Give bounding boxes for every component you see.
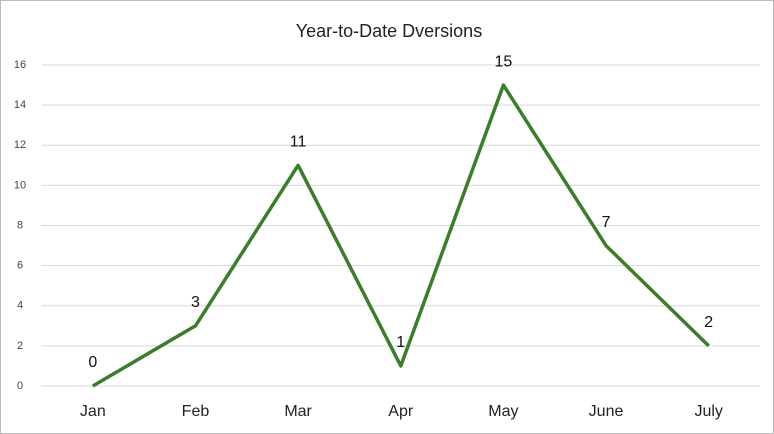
y-tick-label: 14 <box>14 99 26 111</box>
x-tick-label: May <box>488 403 518 420</box>
data-label: 3 <box>191 294 200 311</box>
x-tick-label: Apr <box>388 403 414 420</box>
y-tick-label: 16 <box>14 59 26 71</box>
y-tick-label: 2 <box>17 340 23 352</box>
x-tick-label: July <box>694 403 722 420</box>
chart-title: Year-to-Date Dversions <box>296 21 482 41</box>
data-label: 2 <box>704 314 713 331</box>
data-label: 11 <box>290 134 307 151</box>
data-label: 0 <box>88 354 97 371</box>
x-tick-label: Jan <box>80 403 106 420</box>
x-tick-label: June <box>589 403 624 420</box>
y-tick-label: 6 <box>17 260 23 272</box>
data-label: 1 <box>396 334 405 351</box>
y-tick-label: 0 <box>17 380 23 392</box>
y-tick-label: 4 <box>17 300 23 312</box>
x-tick-label: Feb <box>182 403 210 420</box>
data-label: 7 <box>602 214 611 231</box>
y-tick-label: 12 <box>14 139 26 151</box>
line-series <box>91 83 710 388</box>
data-label: 15 <box>494 53 512 70</box>
y-tick-label: 10 <box>14 179 26 191</box>
y-tick-label: 8 <box>17 219 23 231</box>
x-tick-label: Mar <box>284 403 312 420</box>
